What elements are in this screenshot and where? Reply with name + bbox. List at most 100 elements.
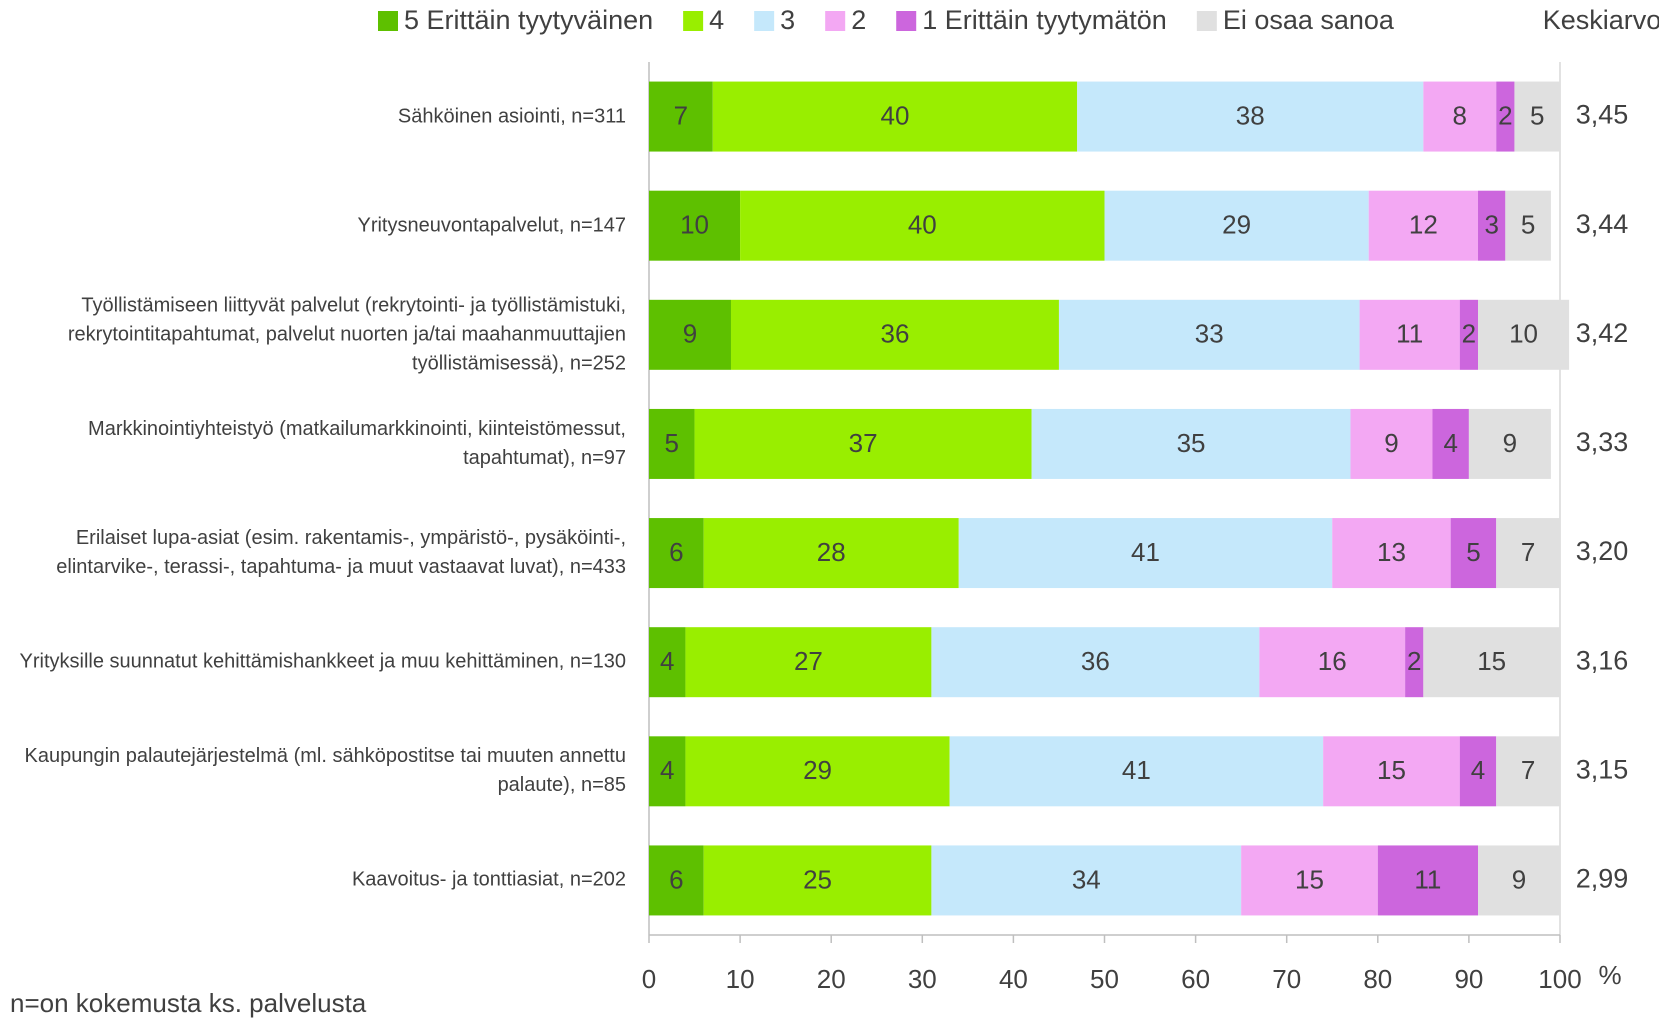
- value-label: 7: [1521, 537, 1535, 567]
- value-label: 9: [1512, 864, 1526, 894]
- bar-segment: [1031, 408, 1351, 479]
- bar-segment: [649, 408, 695, 479]
- bar-segment: [703, 518, 959, 589]
- bar-segment: [1259, 627, 1406, 698]
- value-label: 5: [1521, 210, 1535, 240]
- bar-segment: [1432, 408, 1469, 479]
- value-label: 15: [1295, 864, 1324, 894]
- value-label: 41: [1122, 755, 1151, 785]
- mean-value: 3,42: [1576, 318, 1629, 348]
- bar-segment: [649, 81, 713, 152]
- x-tick-label: 20: [817, 964, 846, 994]
- bar-segment: [1241, 845, 1378, 916]
- value-label: 15: [1377, 755, 1406, 785]
- bar-segment: [1423, 627, 1560, 698]
- legend-swatch: [1196, 11, 1217, 31]
- bar-segment: [1496, 81, 1515, 152]
- bar-segment: [931, 627, 1260, 698]
- value-label: 9: [683, 319, 697, 349]
- value-label: 29: [1222, 210, 1251, 240]
- legend-label: 3: [780, 5, 795, 35]
- bar-segment: [1332, 518, 1451, 589]
- value-label: 25: [803, 864, 832, 894]
- legend-swatch: [378, 11, 398, 31]
- legend-swatch: [754, 11, 775, 31]
- mean-value: 3,44: [1576, 209, 1629, 239]
- bar-segment: [649, 299, 731, 370]
- bar-segment: [685, 627, 932, 698]
- x-tick-label: 60: [1181, 964, 1210, 994]
- value-label: 4: [660, 755, 674, 785]
- bar-segment: [649, 190, 741, 261]
- x-unit: %: [1598, 960, 1621, 990]
- x-tick-label: 40: [999, 964, 1028, 994]
- bar-segment: [958, 518, 1333, 589]
- value-label: 7: [674, 100, 688, 130]
- value-label: 40: [881, 100, 910, 130]
- bar-segment: [1478, 299, 1570, 370]
- bar-segment: [694, 408, 1032, 479]
- value-label: 4: [1471, 755, 1485, 785]
- mean-value: 3,20: [1576, 536, 1629, 566]
- bar-segment: [685, 736, 950, 807]
- bar-segment: [1368, 190, 1479, 261]
- value-label: 5: [665, 428, 679, 458]
- value-label: 11: [1414, 864, 1441, 894]
- value-label: 41: [1131, 537, 1160, 567]
- bar-segment: [1459, 736, 1497, 807]
- legend-label: 1 Erittäin tyytymätön: [922, 5, 1167, 35]
- legend-swatch: [683, 11, 704, 31]
- legend-label: 4: [709, 5, 724, 35]
- bar-segment: [1478, 190, 1506, 261]
- value-label: 10: [1509, 319, 1538, 349]
- bar-segment: [1350, 408, 1433, 479]
- bar-segment: [1359, 299, 1460, 370]
- value-label: 6: [669, 864, 683, 894]
- value-label: 2: [1462, 319, 1476, 349]
- value-label: 40: [908, 210, 937, 240]
- legend-label: 5 Erittäin tyytyväinen: [404, 5, 653, 35]
- value-label: 36: [1081, 646, 1110, 676]
- value-label: 2: [1498, 100, 1512, 130]
- value-label: 3: [1484, 210, 1498, 240]
- bar-segment: [703, 845, 932, 916]
- value-label: 8: [1453, 100, 1467, 130]
- bar-segment: [730, 299, 1059, 370]
- value-label: 9: [1503, 428, 1517, 458]
- x-tick-label: 50: [1090, 964, 1119, 994]
- value-label: 5: [1466, 537, 1480, 567]
- bar-segment: [931, 845, 1242, 916]
- footnote: n=on kokemusta ks. palvelusta: [10, 988, 367, 1018]
- bar-segment: [740, 190, 1105, 261]
- x-tick-label: 30: [908, 964, 937, 994]
- x-tick-label: 70: [1272, 964, 1301, 994]
- category-label: Kaupungin palautejärjestelmä (ml. sähköp…: [24, 745, 626, 797]
- x-tick-label: 10: [726, 964, 755, 994]
- category-label: Markkinointiyhteistyö (matkailumarkkinoi…: [88, 417, 626, 469]
- mean-value: 3,16: [1576, 645, 1629, 675]
- mean-value: 3,15: [1576, 754, 1629, 784]
- category-label: Yritysneuvontapalvelut, n=147: [357, 214, 626, 237]
- bar-segment: [1405, 627, 1424, 698]
- bar-segment: [1496, 518, 1560, 589]
- x-tick-label: 0: [642, 964, 656, 994]
- legend-swatch: [825, 11, 846, 31]
- category-label: Työllistämiseen liittyvät palvelut (rekr…: [67, 294, 626, 375]
- bar-segment: [649, 736, 686, 807]
- bar-segment: [1496, 736, 1560, 807]
- value-label: 4: [660, 646, 674, 676]
- value-label: 13: [1377, 537, 1406, 567]
- value-label: 6: [669, 537, 683, 567]
- value-label: 37: [849, 428, 878, 458]
- mean-value: 2,99: [1576, 864, 1629, 894]
- value-label: 16: [1318, 646, 1347, 676]
- value-label: 27: [794, 646, 823, 676]
- legend-swatch: [896, 11, 917, 31]
- value-label: 36: [881, 319, 910, 349]
- bar-segment: [649, 518, 704, 589]
- legend-label: 2: [851, 5, 866, 35]
- mean-header: Keskiarvo: [1543, 5, 1659, 35]
- value-label: 2: [1407, 646, 1421, 676]
